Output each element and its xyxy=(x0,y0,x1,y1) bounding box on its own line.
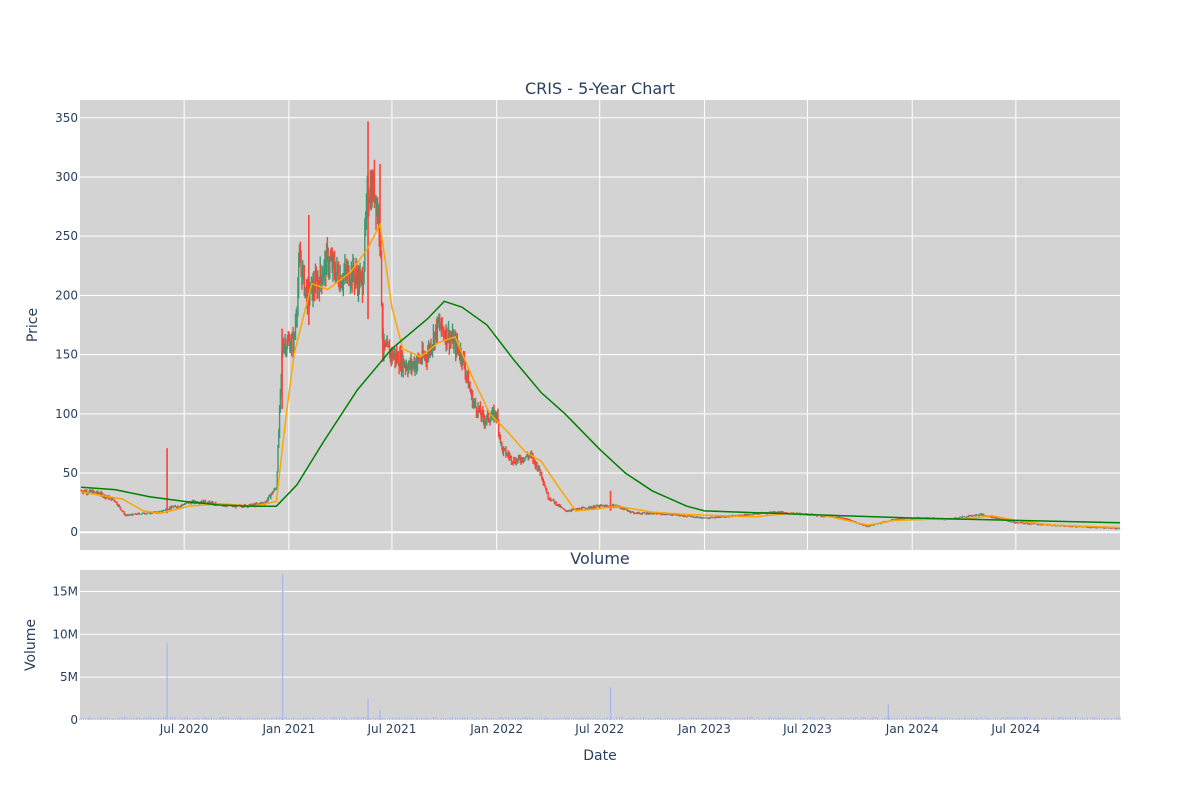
x-tick-label: Jan 2022 xyxy=(469,722,523,736)
price-tick-label: 300 xyxy=(55,170,78,184)
x-tick-label: Jul 2023 xyxy=(782,722,832,736)
moving-average-line-1 xyxy=(80,221,1121,529)
moving-average-line-2 xyxy=(81,300,1121,524)
volume-tick-label: 15M xyxy=(52,584,78,598)
volume-tick-label: 5M xyxy=(60,670,78,684)
price-grid xyxy=(80,100,1120,550)
price-tick-label: 350 xyxy=(55,111,78,125)
x-axis-title: Date xyxy=(583,748,616,764)
price-tick-label: 100 xyxy=(55,407,78,421)
x-tick-label: Jan 2024 xyxy=(885,722,939,736)
volume-tick-label: 10M xyxy=(52,627,78,641)
x-tick-label: Jul 2024 xyxy=(990,722,1040,736)
volume-plot-area[interactable] xyxy=(80,570,1120,720)
volume-bars xyxy=(79,574,1121,720)
volume-grid xyxy=(80,590,1120,721)
volume-subtitle: Volume xyxy=(570,549,630,568)
x-tick-label: Jul 2022 xyxy=(574,722,624,736)
volume-axis-title: Volume xyxy=(23,619,39,671)
price-y-ticks: 0 50 100 150 200 250 300 350 xyxy=(55,111,78,539)
price-tick-label: 0 xyxy=(70,525,78,539)
volume-y-ticks: 0 5M 10M 15M xyxy=(52,584,78,727)
x-tick-label: Jan 2021 xyxy=(261,722,315,736)
x-tick-label: Jan 2023 xyxy=(677,722,731,736)
volume-tick-label: 0 xyxy=(70,713,78,727)
x-tick-label: Jul 2021 xyxy=(367,722,417,736)
price-tick-label: 150 xyxy=(55,348,78,362)
price-axis-title: Price xyxy=(25,308,41,342)
chart-title: CRIS - 5-Year Chart xyxy=(525,79,675,98)
x-tick-label: Jul 2020 xyxy=(159,722,209,736)
price-tick-label: 200 xyxy=(55,288,78,302)
x-ticks: Jul 2020 Jan 2021 Jul 2021 Jan 2022 Jul 2022… xyxy=(159,722,1041,736)
moving-average-lines xyxy=(80,221,1121,529)
price-tick-label: 250 xyxy=(55,229,78,243)
price-tick-label: 50 xyxy=(63,466,78,480)
